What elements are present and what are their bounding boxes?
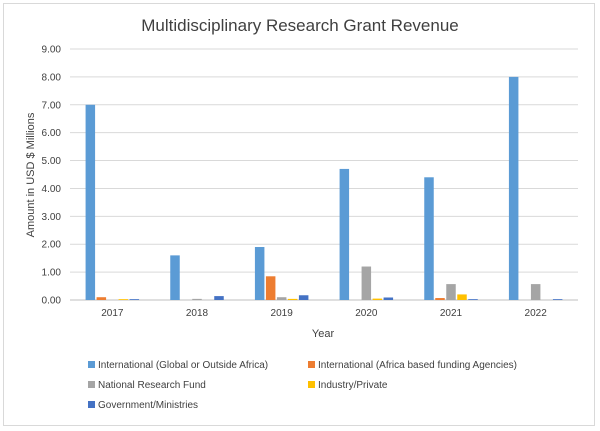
y-axis-label: Amount in USD $ Millions bbox=[25, 112, 37, 237]
x-tick-label: 2018 bbox=[186, 308, 209, 319]
x-tick-labels: 2017 2018 2019 2020 2021 2022 bbox=[101, 308, 547, 319]
x-tick-label: 2019 bbox=[271, 308, 294, 319]
y-tick-label: 1.00 bbox=[42, 268, 62, 279]
x-axis-label: Year bbox=[312, 328, 335, 340]
legend-label: Industry/Private bbox=[318, 380, 388, 391]
y-tick-label: 9.00 bbox=[42, 45, 62, 56]
legend-swatch bbox=[88, 401, 95, 408]
legend: International (Global or Outside Africa)… bbox=[88, 360, 517, 411]
bar bbox=[372, 298, 383, 300]
bar bbox=[552, 299, 563, 300]
legend-label: National Research Fund bbox=[98, 380, 206, 391]
chart-title: Multidisciplinary Research Grant Revenue bbox=[141, 16, 458, 35]
bar bbox=[96, 297, 107, 300]
bar bbox=[468, 299, 478, 300]
y-tick-label: 5.00 bbox=[42, 156, 62, 167]
legend-label: International (Global or Outside Africa) bbox=[98, 360, 268, 371]
bar bbox=[339, 168, 350, 300]
bar bbox=[361, 266, 372, 300]
y-tick-label: 2.00 bbox=[42, 240, 62, 251]
legend-swatch bbox=[308, 361, 315, 368]
y-tick-label: 8.00 bbox=[42, 72, 62, 83]
bar bbox=[170, 255, 180, 300]
legend-swatch bbox=[88, 381, 95, 388]
y-tick-labels: 0.00 1.00 2.00 3.00 4.00 5.00 6.00 7.00 8.00 9.00 bbox=[42, 45, 62, 307]
y-tick-label: 0.00 bbox=[42, 296, 62, 307]
y-tick-label: 4.00 bbox=[42, 184, 62, 195]
bar bbox=[530, 284, 541, 300]
x-tick-label: 2021 bbox=[440, 308, 463, 319]
y-tick-label: 6.00 bbox=[42, 128, 62, 139]
bar bbox=[85, 104, 96, 301]
bar bbox=[129, 299, 140, 300]
bar bbox=[254, 247, 265, 300]
bar bbox=[214, 296, 224, 300]
bar bbox=[192, 298, 202, 300]
bar bbox=[276, 297, 287, 300]
x-tick-label: 2022 bbox=[525, 308, 548, 319]
y-tick-label: 3.00 bbox=[42, 212, 62, 223]
bar bbox=[446, 284, 456, 300]
bar bbox=[508, 76, 519, 300]
bar bbox=[383, 297, 394, 300]
bar bbox=[287, 298, 298, 300]
gridlines bbox=[70, 48, 578, 301]
bar bbox=[435, 298, 445, 300]
bar bbox=[424, 177, 434, 300]
legend-label: Government/Ministries bbox=[98, 400, 198, 411]
legend-label: International (Africa based funding Agen… bbox=[318, 360, 517, 371]
bar bbox=[265, 276, 276, 300]
legend-swatch bbox=[308, 381, 315, 388]
x-tick-label: 2017 bbox=[101, 308, 124, 319]
bar bbox=[298, 295, 309, 300]
legend-swatch bbox=[88, 361, 95, 368]
x-tick-label: 2020 bbox=[355, 308, 378, 319]
y-tick-label: 7.00 bbox=[42, 100, 62, 111]
bar bbox=[457, 294, 467, 300]
chart-frame bbox=[3, 3, 595, 426]
bars bbox=[85, 76, 563, 301]
bar bbox=[118, 299, 129, 300]
